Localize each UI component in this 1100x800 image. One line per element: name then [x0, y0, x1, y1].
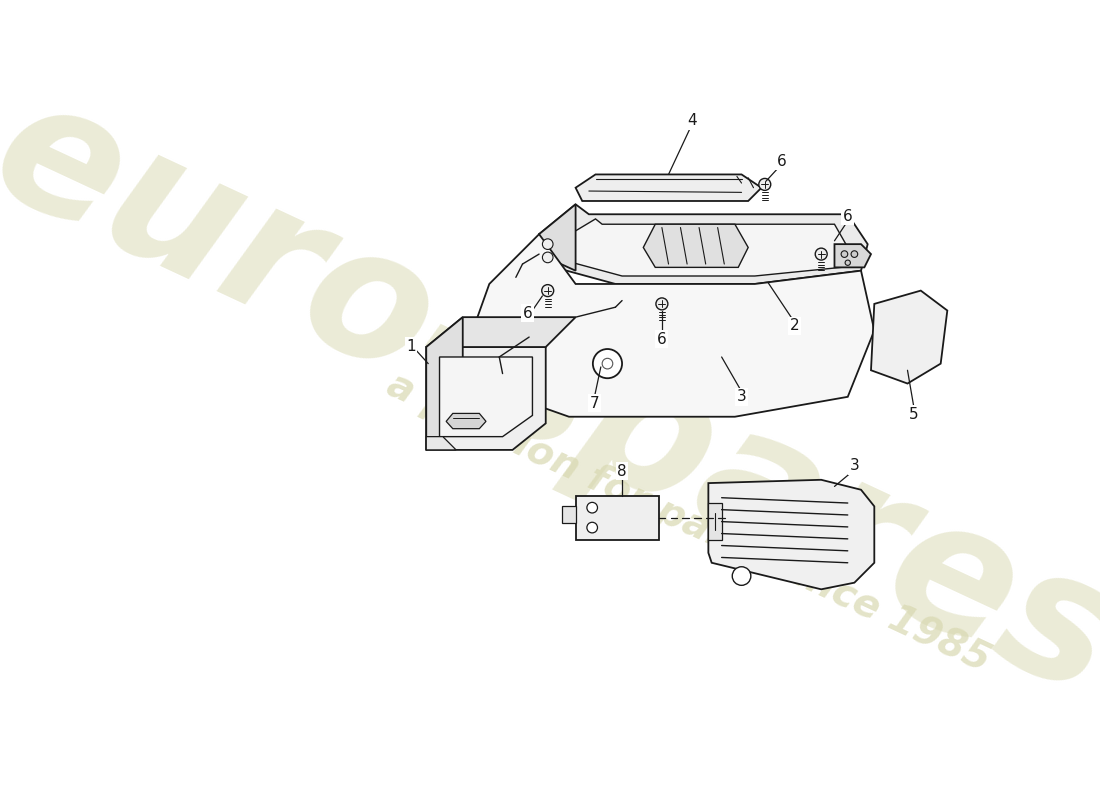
Polygon shape [835, 244, 871, 267]
Circle shape [602, 358, 613, 369]
Circle shape [593, 349, 623, 378]
Text: 6: 6 [657, 331, 667, 346]
Text: 1: 1 [406, 339, 416, 354]
Polygon shape [426, 347, 546, 450]
Text: 6: 6 [843, 209, 852, 224]
Circle shape [542, 252, 553, 262]
Polygon shape [539, 204, 575, 270]
Polygon shape [447, 414, 486, 429]
Text: 2: 2 [790, 318, 800, 334]
Polygon shape [426, 437, 456, 450]
Circle shape [542, 239, 553, 250]
Polygon shape [562, 219, 848, 276]
Circle shape [541, 285, 553, 297]
Polygon shape [575, 496, 659, 539]
Circle shape [759, 178, 771, 190]
Text: 3: 3 [849, 458, 859, 474]
Text: 5: 5 [910, 406, 918, 422]
Polygon shape [575, 174, 761, 201]
Polygon shape [440, 357, 532, 437]
Polygon shape [871, 290, 947, 383]
Circle shape [587, 522, 597, 533]
Circle shape [656, 298, 668, 310]
Text: 8: 8 [617, 464, 627, 478]
Circle shape [733, 566, 751, 586]
Circle shape [845, 260, 850, 266]
Text: 3: 3 [737, 390, 747, 404]
Polygon shape [562, 506, 575, 523]
Polygon shape [426, 317, 463, 450]
Circle shape [851, 250, 858, 258]
Circle shape [842, 250, 848, 258]
Circle shape [815, 248, 827, 260]
Polygon shape [456, 234, 874, 417]
Text: 6: 6 [777, 154, 786, 169]
Text: 4: 4 [688, 113, 697, 128]
Polygon shape [539, 204, 868, 284]
Text: a passion for parts since 1985: a passion for parts since 1985 [381, 366, 997, 680]
Text: 6: 6 [522, 306, 532, 321]
Polygon shape [708, 480, 874, 590]
Polygon shape [644, 224, 748, 267]
Text: 7: 7 [590, 396, 600, 411]
Polygon shape [426, 317, 575, 347]
Text: euro-spares: euro-spares [0, 60, 1100, 734]
Polygon shape [708, 503, 722, 539]
Circle shape [587, 502, 597, 513]
